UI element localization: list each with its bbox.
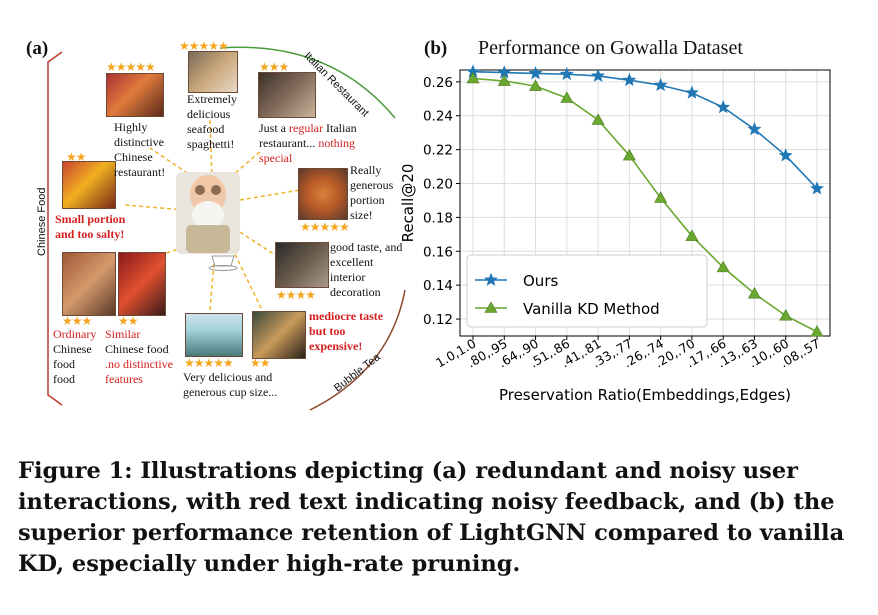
legend-marker — [484, 301, 498, 313]
data-point — [716, 99, 731, 114]
data-point — [497, 74, 511, 86]
panel-b-label: (b) — [424, 38, 448, 59]
pizza-photo — [298, 168, 348, 220]
seafood-spaghetti-photo — [188, 51, 238, 93]
data-point — [685, 229, 699, 241]
noisy-text: mediocre taste but too expensive! — [309, 309, 384, 353]
data-point — [810, 325, 824, 337]
review-stars: ★★★★★ — [184, 356, 234, 370]
plot-frame — [459, 69, 831, 337]
legend-label-vanilla: Vanilla KD Method — [523, 300, 660, 318]
review-stars: ★★ — [118, 314, 138, 328]
legend-triangle-marker — [484, 301, 498, 313]
review-text: Extremely delicious seafood spaghetti! — [187, 92, 237, 151]
panel-a-label: (a) — [26, 38, 49, 59]
y-tick-label: 0.20 — [423, 177, 453, 193]
coffee-cup-icon — [208, 255, 238, 271]
data-point — [747, 287, 761, 299]
recall-chart: 0.12 0.14 0.16 0.18 0.20 0.22 0.24 0.26 1.0,1.0… — [399, 64, 831, 404]
review-stars: ★★★★★ — [106, 60, 156, 74]
legend-label-ours: Ours — [523, 272, 558, 290]
review-stars: ★★★★★ — [300, 220, 350, 234]
bubble-tea-truck-photo — [185, 313, 243, 357]
italian-restaurant-photo-1 — [258, 72, 316, 118]
review-stars: ★★★ — [259, 60, 289, 74]
noisy-text: nothing special — [259, 136, 355, 165]
chart-title: Performance on Gowalla Dataset — [478, 37, 743, 59]
x-axis-ticks: 1.0,1.0.80,.95.64,.90.51,.86.41,.81.33,.… — [433, 336, 822, 371]
review-text: Highly distinctive Chinese restaurant! — [114, 120, 166, 179]
category-chinese-food: Chinese Food — [36, 187, 48, 257]
chart-series — [466, 64, 824, 337]
data-point — [466, 71, 480, 84]
noisy-text: Similar — [105, 327, 141, 341]
data-point — [591, 113, 605, 125]
y-tick-label: 0.14 — [423, 278, 453, 294]
review-text: good taste, and excellent interior decor… — [330, 240, 403, 299]
data-point — [779, 309, 793, 321]
y-tick-label: 0.24 — [423, 109, 453, 125]
review-stars: ★★★★ — [276, 288, 316, 302]
data-point — [778, 148, 793, 162]
bubble-tea-arc — [309, 289, 406, 411]
legend-star-marker — [484, 272, 498, 286]
y-axis-ticks: 0.12 0.14 0.16 0.18 0.20 0.22 0.24 0.26 — [423, 75, 460, 328]
series-1 — [466, 71, 824, 337]
noisy-text: Small portion and too salty! — [55, 212, 126, 241]
review-text: Just a regular Italian restaurant... not… — [259, 121, 357, 165]
review-text: Similar Chinese food .no distinctive featu… — [105, 327, 173, 386]
legend: Ours Vanilla KD Method — [466, 254, 708, 328]
noisy-text: regular — [289, 121, 323, 135]
data-point — [622, 72, 637, 87]
data-point — [622, 148, 636, 161]
series-0 — [466, 64, 824, 195]
review-stars: ★★★ — [62, 314, 92, 328]
noisy-text: Ordinary — [53, 327, 97, 341]
chinese-restaurant-photo-4 — [118, 252, 166, 316]
review-text: Really generous portion size! — [350, 163, 394, 222]
panel-a-graphics — [47, 46, 406, 411]
y-tick-label: 0.18 — [423, 210, 453, 226]
review-text: Ordinary Chinese food food — [53, 327, 97, 386]
review-text: Very delicious and generous cup size... — [183, 370, 278, 399]
data-point — [591, 68, 606, 82]
chinese-restaurant-photo-1 — [106, 73, 164, 117]
legend-marker — [484, 272, 498, 286]
data-point — [653, 77, 668, 92]
chinese-restaurant-photo-2 — [62, 161, 116, 209]
bubble-tea-photo-1 — [275, 242, 329, 288]
data-point — [654, 191, 668, 203]
italian-restaurant-arc — [219, 46, 396, 119]
data-point — [716, 260, 730, 273]
noisy-text: .no distinctive features — [105, 357, 173, 386]
chinese-food-bracket — [47, 51, 63, 406]
legend-box — [466, 254, 708, 328]
y-tick-label: 0.12 — [423, 312, 453, 328]
bubble-tea-photo-2 — [252, 311, 306, 359]
data-point — [560, 91, 574, 103]
data-point — [559, 66, 574, 81]
chinese-restaurant-photo-3 — [62, 252, 116, 316]
data-point — [810, 181, 824, 195]
data-point — [684, 85, 699, 99]
data-point — [747, 121, 762, 136]
user-avatar — [176, 172, 240, 254]
review-stars: ★★ — [250, 356, 270, 370]
review-stars: ★★★★★ — [179, 39, 229, 53]
review-stars: ★★ — [66, 150, 86, 164]
series-line — [472, 70, 818, 190]
data-point — [529, 79, 543, 91]
y-tick-label: 0.26 — [423, 75, 453, 91]
figure-caption: Figure 1: Illustrations depicting (a) re… — [18, 458, 845, 577]
y-tick-label: 0.22 — [423, 143, 453, 159]
y-tick-label: 0.16 — [423, 244, 453, 260]
y-axis-label: Recall@20 — [399, 164, 417, 243]
data-point — [528, 66, 543, 80]
x-axis-label: Preservation Ratio(Embeddings,Edges) — [499, 386, 791, 404]
